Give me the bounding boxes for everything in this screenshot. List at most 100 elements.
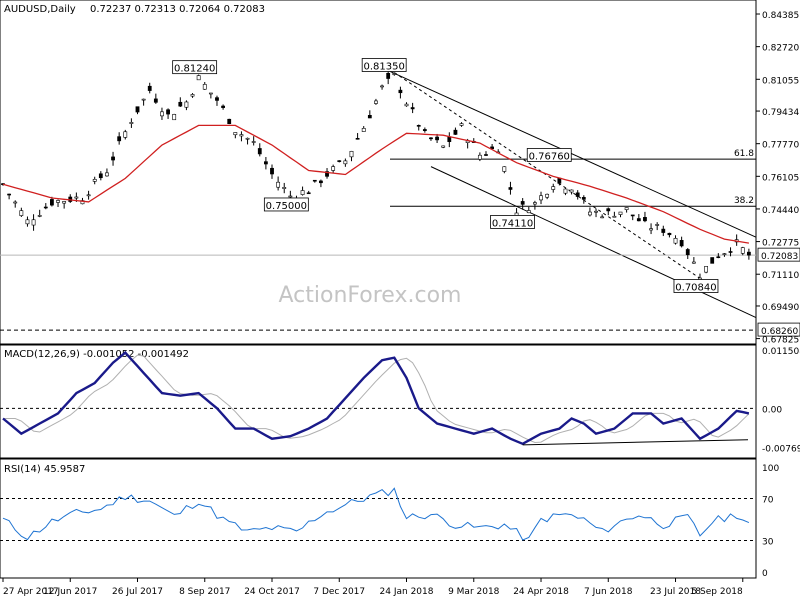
candle-113-body xyxy=(691,261,696,264)
candle-19-body xyxy=(117,136,122,142)
fib-label-61.8: 61.8 xyxy=(734,149,754,159)
candle-12-body xyxy=(74,196,79,199)
candle-83-body xyxy=(508,187,513,190)
x-tick-label-6: 24 Jan 2018 xyxy=(380,587,434,597)
macd-divergence-line xyxy=(522,439,749,446)
candle-60-body xyxy=(367,115,372,119)
rsi-tick-label-0: 100 xyxy=(762,464,779,474)
candle-78-body xyxy=(477,154,482,160)
x-tick-label-5: 7 Dec 2017 xyxy=(313,587,365,597)
candle-64-body xyxy=(392,73,397,75)
candle-89-body xyxy=(545,193,550,198)
price-tick-label-10: 0.67825 xyxy=(762,336,799,346)
price-tick-label-5: 0.76105 xyxy=(762,173,799,183)
candle-33-body xyxy=(202,84,207,90)
rsi-tick-label-3: 0 xyxy=(762,569,768,579)
candle-95-body xyxy=(581,197,586,200)
candle-5-body xyxy=(31,219,36,226)
current-price-label-box xyxy=(757,247,800,262)
candle-103-body xyxy=(630,214,635,217)
candle-115-body xyxy=(704,266,708,273)
candle-10-body xyxy=(62,201,67,204)
annotation-box-0.81350 xyxy=(361,58,407,72)
support-label-box xyxy=(757,322,800,337)
candle-109-body xyxy=(667,232,672,236)
ohlc-header: 0.72237 0.72313 0.72064 0.72083 xyxy=(90,4,265,15)
x-tick-label-11: 5 Sep 2018 xyxy=(691,587,743,597)
price-tick-label-4: 0.77770 xyxy=(762,141,799,151)
candle-52-body xyxy=(319,180,323,184)
price-tick-label-0: 0.84385 xyxy=(762,11,799,21)
price-tick-label-1: 0.82720 xyxy=(762,44,799,54)
candle-74-body xyxy=(453,129,458,135)
x-tick-label-1: 12 Jun 2017 xyxy=(43,587,97,597)
candle-121-body xyxy=(740,247,745,254)
price-tick-label-9: 0.69490 xyxy=(762,303,799,313)
candle-2-body xyxy=(13,201,18,204)
annotation-label-0.74110: 0.74110 xyxy=(492,218,533,229)
candle-90-body xyxy=(551,186,556,190)
candle-122-body xyxy=(746,251,751,256)
candle-18-body xyxy=(111,156,115,161)
annotation-box-0.70840 xyxy=(673,279,719,293)
rsi-line xyxy=(2,487,750,541)
candle-66-body xyxy=(404,103,409,107)
annotation-label-0.76760: 0.76760 xyxy=(529,151,570,162)
candle-108-body xyxy=(661,228,666,233)
rsi-tick-label-2: 30 xyxy=(762,538,774,548)
macd-panel-title: MACD(12,26,9) -0.001052 -0.001492 xyxy=(4,349,189,360)
candle-110-body xyxy=(673,238,678,244)
candle-8-body xyxy=(50,199,54,206)
candle-87-body xyxy=(533,202,537,205)
annotation-box-0.75000 xyxy=(263,197,309,212)
candle-56-body xyxy=(343,160,348,165)
candle-70-body xyxy=(429,137,433,140)
candle-50-body xyxy=(306,192,311,195)
price-tick-label-8: 0.71110 xyxy=(762,271,799,281)
candle-119-body xyxy=(728,251,733,253)
x-tick-label-9: 7 Jun 2018 xyxy=(584,587,633,597)
candle-51-body xyxy=(312,179,317,182)
candle-39-body xyxy=(239,134,244,137)
annotation-label-0.81240: 0.81240 xyxy=(174,64,215,75)
candle-93-body xyxy=(569,189,574,193)
candle-42-body xyxy=(257,148,262,155)
candle-62-body xyxy=(380,85,384,88)
candle-44-body xyxy=(270,167,274,175)
watermark-text: ActionForex.com xyxy=(279,283,462,308)
candle-67-body xyxy=(410,107,415,110)
x-tick-label-10: 23 Jul 2018 xyxy=(650,587,701,597)
candle-92-body xyxy=(563,188,568,194)
candle-40-body xyxy=(245,137,250,140)
candle-80-body xyxy=(490,146,495,150)
price-panel-frame xyxy=(0,0,757,345)
candle-72-body xyxy=(441,145,446,148)
x-tick-label-2: 26 Jul 2017 xyxy=(112,587,163,597)
candle-86-body xyxy=(526,210,531,214)
annotation-box-0.81240 xyxy=(172,60,218,75)
candle-37-body xyxy=(227,118,232,125)
candle-21-body xyxy=(129,122,134,124)
candle-38-body xyxy=(233,132,238,136)
candle-4-body xyxy=(25,219,30,225)
price-tick-label-3: 0.79434 xyxy=(762,108,799,118)
candle-105-body xyxy=(643,217,647,222)
macd-panel-frame xyxy=(0,344,757,459)
candle-104-body xyxy=(636,218,641,222)
candle-116-body xyxy=(710,257,715,264)
candle-22-body xyxy=(135,106,140,113)
candle-23-body xyxy=(141,98,146,101)
candle-63-body xyxy=(386,72,391,79)
macd-line xyxy=(2,350,750,446)
x-tick-label-7: 9 Mar 2018 xyxy=(448,587,500,597)
candle-26-body xyxy=(160,111,164,117)
candle-7-body xyxy=(43,206,48,209)
candle-111-body xyxy=(679,240,684,247)
rsi-tick-label-1: 70 xyxy=(762,496,774,506)
candle-24-body xyxy=(147,85,152,91)
channel-upper-line xyxy=(387,70,757,238)
price-panel-title: AUDUSD,Daily xyxy=(4,4,76,15)
x-tick-label-4: 24 Oct 2017 xyxy=(244,587,300,597)
candle-58-body xyxy=(355,138,360,140)
